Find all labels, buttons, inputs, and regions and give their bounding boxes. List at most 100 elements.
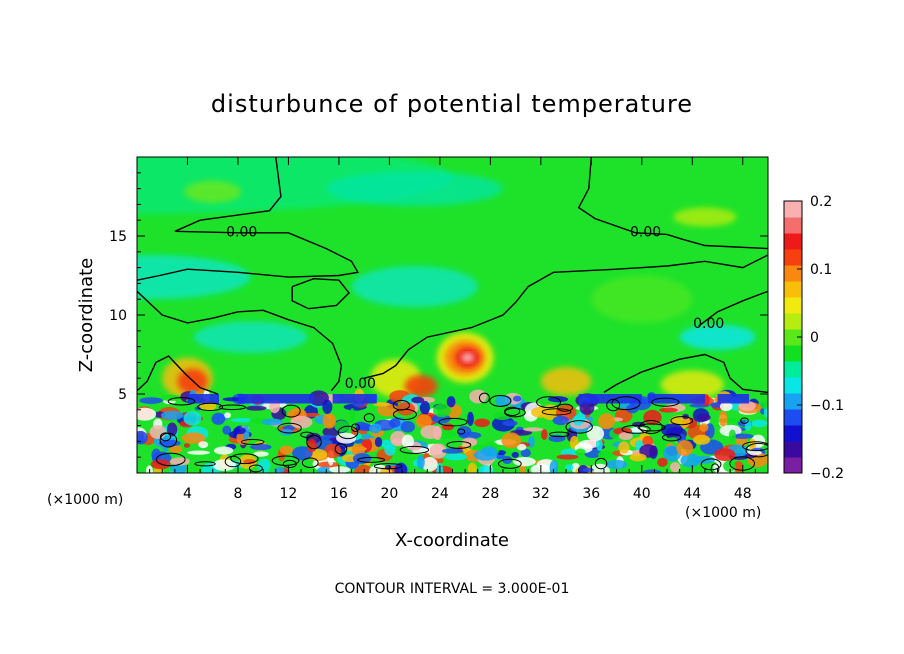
turbulence-cell — [618, 431, 633, 441]
turbulence-cell — [516, 443, 527, 451]
turbulence-cell — [714, 448, 736, 461]
contour-line — [392, 399, 410, 411]
field-patch — [193, 321, 308, 353]
contour-line — [306, 434, 322, 450]
turbulence-cell — [657, 457, 668, 467]
field-patch — [679, 324, 756, 350]
contour-line — [603, 353, 768, 394]
contour-line — [457, 428, 466, 435]
contour-line — [745, 442, 768, 458]
x-unit-left: (×1000 m) — [47, 492, 123, 508]
contour-line — [621, 424, 651, 434]
contour-line — [224, 455, 242, 468]
turbulence-cell — [495, 395, 512, 407]
turbulence-cell — [473, 449, 498, 461]
field-patch — [332, 394, 377, 404]
colorbar-segment — [784, 377, 802, 394]
turbulence-cell — [373, 402, 391, 407]
contour-line — [637, 423, 666, 432]
turbulence-cell — [501, 432, 521, 449]
turbulence-cell — [198, 441, 209, 449]
turbulence-cell — [710, 402, 723, 408]
contour-line — [670, 416, 694, 426]
contour-label: 0.00 — [693, 316, 724, 332]
colorbar-tick-label: 0.2 — [810, 194, 832, 210]
x-tick-label: 48 — [734, 486, 752, 502]
turbulence-cell — [362, 433, 371, 440]
contour-line — [291, 277, 350, 310]
turbulence-cell — [598, 413, 616, 430]
turbulence-cell — [187, 450, 211, 455]
field-patch — [660, 370, 724, 399]
turbulence-cell — [422, 457, 438, 472]
turbulence-cell — [194, 406, 202, 411]
plot-area: 0.00 0.00 0.00 0.00 — [136, 156, 769, 474]
x-tick-label: 20 — [380, 486, 398, 502]
turbulence-cell — [696, 413, 711, 422]
x-tick-label: 12 — [280, 486, 298, 502]
turbulence-cell — [137, 430, 148, 445]
turbulence-cell — [469, 389, 487, 404]
contour-line — [478, 392, 490, 404]
contour-line — [373, 463, 403, 470]
turbulence-cell — [417, 454, 425, 470]
turbulence-cell — [261, 418, 283, 426]
turbulence-cell — [446, 396, 456, 408]
turbulence-cell — [181, 432, 206, 444]
contour-label: 0.00 — [345, 376, 376, 392]
turbulence-cell — [746, 450, 762, 456]
turbulence-cell — [618, 441, 630, 454]
x-axis-label: X-coordinate — [395, 530, 509, 551]
contour-label: 0.00 — [226, 224, 257, 240]
contour-line — [639, 419, 663, 434]
contour-labels: 0.00 0.00 0.00 0.00 — [226, 224, 724, 392]
x-tick-label: 4 — [183, 486, 192, 502]
contour-line — [489, 394, 512, 407]
field-patch — [137, 254, 251, 300]
turbulence-cell — [467, 411, 474, 426]
turbulence-cell — [692, 434, 711, 445]
turbulence-cell — [605, 459, 628, 470]
turbulence-cell — [214, 446, 234, 455]
field-patch — [717, 394, 750, 404]
x-tick-label: 36 — [582, 486, 600, 502]
turbulence-cell — [556, 454, 579, 460]
turbulence-cell — [511, 451, 519, 458]
contour-line — [357, 457, 386, 463]
colorbar-tick-label: −0.1 — [810, 398, 844, 414]
turbulence-cell — [303, 412, 321, 417]
turbulence-cell — [290, 415, 313, 429]
turbulence-cell — [322, 413, 337, 429]
colorbar-tick-label: −0.2 — [810, 466, 844, 482]
contour-line — [240, 438, 265, 445]
field-patch — [540, 367, 592, 396]
turbulence-cell — [667, 437, 679, 443]
turbulence-cell — [669, 462, 681, 473]
contour-line — [197, 402, 224, 411]
contour-line — [577, 157, 768, 250]
turbulence-cell — [211, 412, 226, 425]
turbulence-cell — [273, 467, 285, 473]
turbulence-cell — [474, 418, 490, 428]
turbulence-cell — [661, 423, 684, 437]
turbulence-cell — [513, 457, 536, 467]
turbulence-cell — [738, 401, 756, 411]
y-tick-label: 5 — [118, 387, 127, 403]
contour-line — [548, 431, 570, 438]
chart-title: disturbunce of potential temperature — [211, 90, 693, 118]
field-patch — [326, 171, 503, 206]
turbulence-cell — [629, 453, 647, 462]
turbulence-cell — [183, 411, 202, 426]
contour-line — [248, 464, 263, 473]
turbulence-cell — [416, 414, 432, 429]
contour-line — [301, 457, 319, 468]
turbulence-cell — [279, 445, 294, 455]
turbulence-cell — [353, 464, 374, 473]
boundary-layer-turbulence — [137, 388, 768, 473]
contour-line — [399, 445, 430, 454]
turbulence-cell — [597, 450, 614, 459]
turbulence-cell — [233, 427, 246, 435]
turbulence-cell — [160, 410, 184, 420]
turbulence-cell — [549, 460, 559, 473]
turbulence-cell — [183, 443, 190, 448]
